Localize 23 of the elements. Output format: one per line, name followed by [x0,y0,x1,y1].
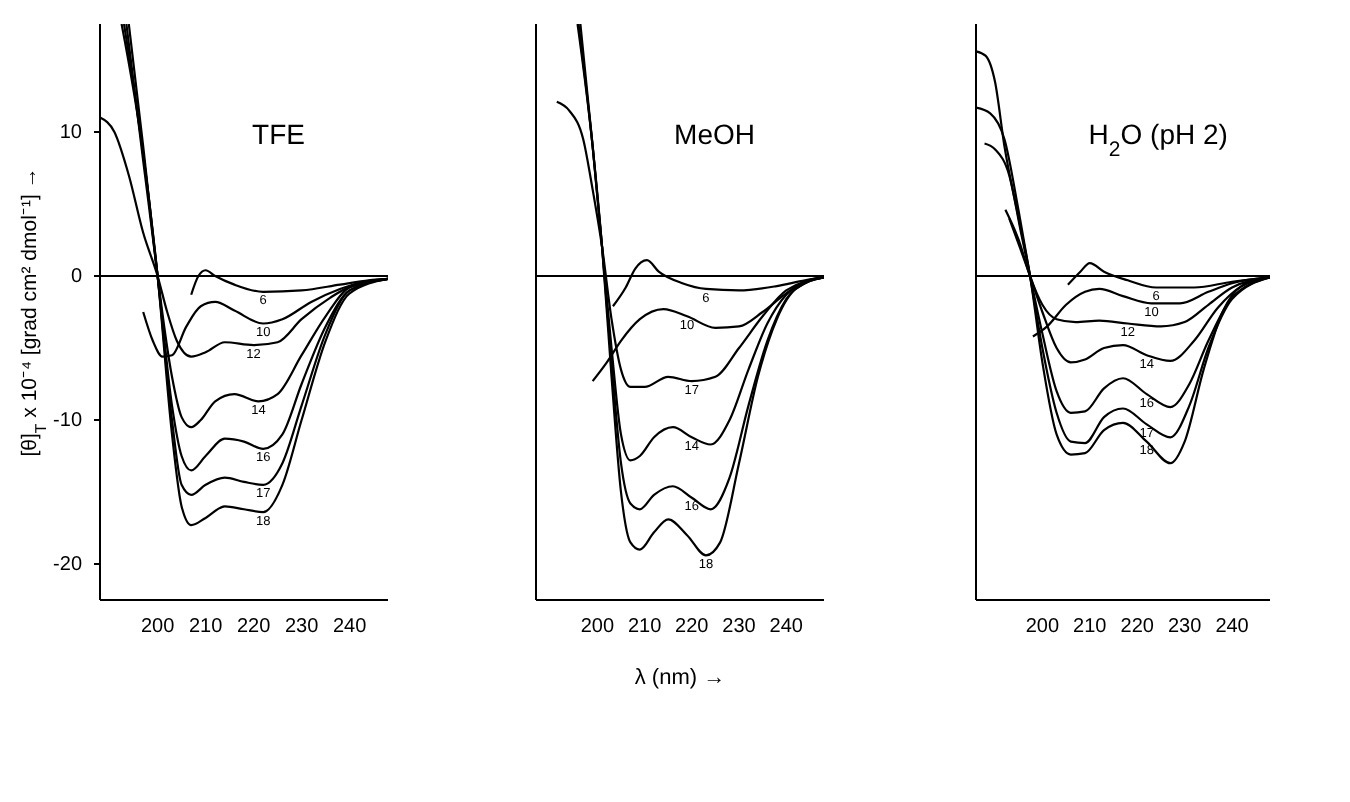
x-tick-label: 220 [1120,616,1155,639]
x-tick-label: 220 [675,616,710,639]
text: H$_{2}$O (pH 2) [1088,118,1228,162]
x-tick-label: 210 [627,616,663,639]
x-tick-label: 200 [140,616,176,639]
y-tick-label: -20 [53,554,83,577]
x-tick-label: 220 [236,616,272,639]
x-tick-label: 210 [188,616,224,639]
y-tick-label: 10 [59,122,83,145]
x-tick-label: 200 [1025,616,1060,639]
x-tick-label: 200 [580,616,615,639]
x-tick-label: 210 [1073,616,1108,639]
x-tick-label: 230 [284,616,320,639]
x-tick-label: 240 [332,616,368,639]
x-tick-label: 240 [769,616,804,639]
x-tick-label: 240 [1215,616,1250,639]
text: TFE [252,118,306,150]
x-axis-title: λ (nm) → [634,666,726,690]
x-tick-label: 230 [1167,616,1203,639]
text: MeOH [674,118,756,150]
y-tick-label: -10 [53,410,83,433]
y-tick-label: 0 [70,266,83,289]
x-tick-label: 230 [722,616,757,639]
